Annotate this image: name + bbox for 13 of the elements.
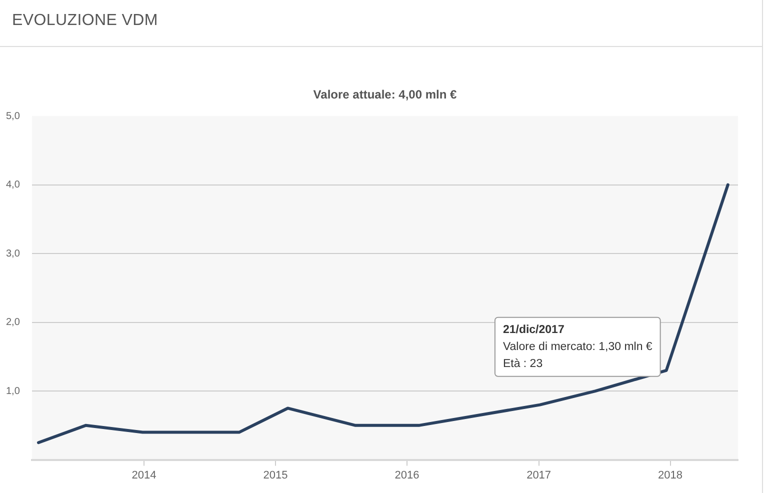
annotation: 21/dic/2017 Valore di mercato: 1,30 mln € Età : 23 — [502, 324, 653, 370]
x-tick-label: 2016 — [394, 469, 420, 482]
y-tick-label: 4,0 — [6, 180, 20, 191]
y-tick-label: 3,0 — [6, 248, 20, 260]
x-tick-label: 2018 — [658, 469, 683, 482]
chart-title: EVOLUZIONE VDM — [12, 12, 158, 30]
y-tick-label: 5,0 — [6, 110, 20, 122]
y-tick-label: 1,0 — [6, 386, 20, 397]
chart-subtitle: Valore attuale: 4,00 mln € — [313, 87, 458, 102]
y-tick-label: 2,0 — [6, 317, 20, 328]
x-tick-label: 2014 — [132, 469, 156, 482]
x-tick-label: 2017 — [526, 469, 552, 482]
x-tick-label: 2015 — [263, 469, 288, 482]
